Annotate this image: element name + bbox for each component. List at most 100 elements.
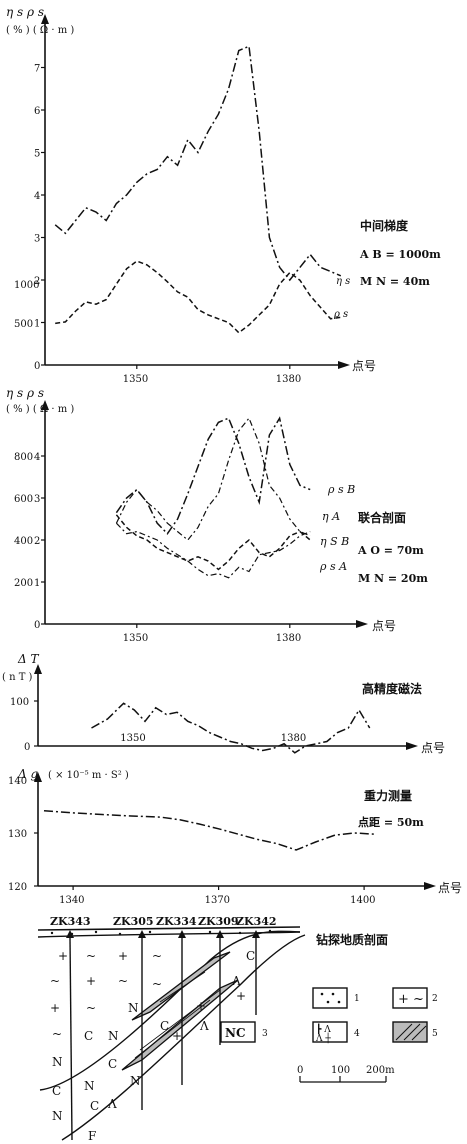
p2-x-name: 点号	[372, 619, 396, 633]
p1-y-ticks: 7 6 5 4 3 2 1 0	[34, 64, 45, 372]
svg-text:Λ: Λ	[107, 1097, 117, 1111]
p1-rho-tick-500: 500	[14, 319, 33, 330]
p1-y-tick-label: 3	[34, 234, 40, 245]
svg-text:F: F	[88, 1129, 96, 1143]
p4-method: 重力测量	[364, 788, 412, 803]
p1-y-arrow	[41, 14, 49, 24]
p2-rho-tick-label: 400	[14, 536, 33, 547]
p3-y-tick-label: 100	[10, 697, 29, 708]
p4-param1: 点距 = 50m	[358, 815, 424, 829]
p1-eta-curve	[54, 45, 342, 282]
section-surface	[37, 926, 301, 931]
p2-y-tick-label: 2	[34, 536, 40, 547]
p4-y-tick-label: 140	[8, 776, 27, 787]
panel-2: η s ρ s ( % ) ( Ω · m ) 4 3 2 1 0 1350 1380 点…	[6, 386, 428, 644]
p3-x-tick-label: 1380	[281, 733, 306, 744]
hole-label-zk342: ZK342	[236, 915, 277, 928]
p1-curve-eta-label: η s	[336, 276, 350, 287]
legend-box-2	[392, 987, 428, 1009]
p2-rho-ticks: 800 600 400 200	[14, 452, 33, 589]
panel-1: η s ρ s ( % ) ( Ω · m ) 7 6 5 4 3 2 1 0 1350 138…	[6, 5, 441, 385]
p1-y-tick-label: 1	[34, 319, 40, 330]
svg-text:+: +	[196, 999, 206, 1013]
p2-rho-tick-label: 200	[14, 578, 33, 589]
p4-x-tick-label: 1340	[59, 895, 84, 906]
p1-ylabel: η s ρ s	[6, 5, 44, 19]
legend-sym-2: + ~	[398, 992, 424, 1007]
svg-text:C: C	[90, 1099, 99, 1113]
p3-ylabel: Δ T	[17, 652, 39, 666]
p3-curve	[91, 702, 371, 754]
svg-text:+: +	[50, 1001, 60, 1015]
p2-y-tick-label: 4	[34, 452, 40, 463]
p4-ylabel: Δ g	[17, 767, 38, 781]
svg-text:N: N	[108, 1029, 119, 1043]
p3-method: 高精度磁法	[362, 681, 422, 696]
svg-text:~: ~	[152, 977, 162, 991]
legend-box-3	[220, 1021, 256, 1043]
hole-label-zk305: ZK305	[113, 915, 154, 928]
svg-text:+: +	[58, 949, 68, 963]
p4-y-ticks: 140 130 120	[8, 776, 38, 893]
svg-text:~: ~	[86, 949, 96, 963]
p2-method: 联合剖面	[358, 510, 406, 525]
p3-x-arrow	[406, 742, 418, 750]
p4-x-name: 点号	[438, 881, 462, 895]
p2-rho-tick-label: 800	[14, 452, 33, 463]
legend-label-2: 2	[432, 994, 438, 1004]
svg-text:Λ ┼: Λ ┼	[315, 1032, 331, 1044]
legend-box-4	[312, 1021, 348, 1043]
panel-3: Δ T ( n T ) 100 0 1350 1380 点号 高精度磁法	[2, 652, 445, 755]
p2-yunits: ( % ) ( Ω · m )	[6, 404, 74, 415]
p4-y-tick-label: 130	[8, 829, 27, 840]
orebody-1	[131, 951, 231, 1021]
p4-x-ticks: 1340 1370 1400	[59, 886, 376, 906]
p2-y-tick-label: 3	[34, 494, 40, 505]
p3-yunits: ( n T )	[2, 672, 33, 683]
p1-curve-rho-label: ρ s	[333, 309, 348, 320]
p1-y-tick-label: 2	[34, 276, 40, 287]
p2-x-tick-label: 1350	[123, 633, 148, 644]
contact-lower	[61, 934, 306, 1141]
p2-rho-tick-label: 600	[14, 494, 33, 505]
svg-text:Λ: Λ	[199, 1019, 209, 1033]
legend-label-5: 5	[432, 1029, 438, 1039]
hole-label-zk334: ZK334	[156, 915, 197, 928]
p4-yunits: ( × 10⁻⁵ m · S² )	[48, 770, 129, 781]
svg-text:C: C	[160, 1019, 169, 1033]
scale-bar: 0 100 200m	[297, 1065, 395, 1083]
p4-y-tick-label: 120	[8, 882, 27, 893]
scale-200: 200m	[366, 1065, 395, 1076]
legend-sym-4: ┣ Λ	[316, 1023, 331, 1035]
p3-y-tick-label: 0	[24, 742, 30, 753]
p1-x-tick-label: 1380	[276, 374, 301, 385]
svg-text:~: ~	[52, 1027, 62, 1041]
p1-rho-tick-1000: 1000	[14, 280, 39, 291]
p1-method: 中间梯度	[360, 218, 409, 233]
p3-x-ticks: 1350 1380	[120, 733, 306, 744]
p2-curve-rhoB: ρ s B	[327, 483, 355, 496]
p1-y-tick-label: 6	[34, 106, 40, 117]
p3-x-tick-label: 1350	[120, 733, 145, 744]
p3-y-ticks: 100 0	[10, 697, 38, 753]
legend-box-5	[392, 1021, 428, 1043]
p4-x-arrow	[424, 882, 436, 890]
contact-upper	[39, 930, 301, 1091]
legend-label-3: 3	[262, 1029, 268, 1039]
svg-text:~: ~	[152, 949, 162, 963]
p4-x-tick-label: 1400	[350, 895, 375, 906]
hole-label-zk343: ZK343	[50, 915, 91, 928]
p2-curve-rhoA: ρ s A	[319, 560, 347, 573]
scale-0: 0	[297, 1065, 303, 1076]
hole-label-zk309: ZK309	[198, 915, 239, 928]
p2-rhoB-curve	[115, 416, 311, 535]
p1-x-name: 点号	[352, 359, 376, 373]
p1-x-ticks: 1350 1380	[123, 365, 301, 385]
p3-x-name: 点号	[421, 741, 445, 755]
p4-x-tick-label: 1370	[205, 895, 230, 906]
svg-text:~: ~	[50, 974, 60, 988]
svg-text:N: N	[130, 1074, 141, 1088]
p2-x-ticks: 1350 1380	[123, 624, 301, 644]
p2-rhoA-curve	[115, 522, 311, 579]
